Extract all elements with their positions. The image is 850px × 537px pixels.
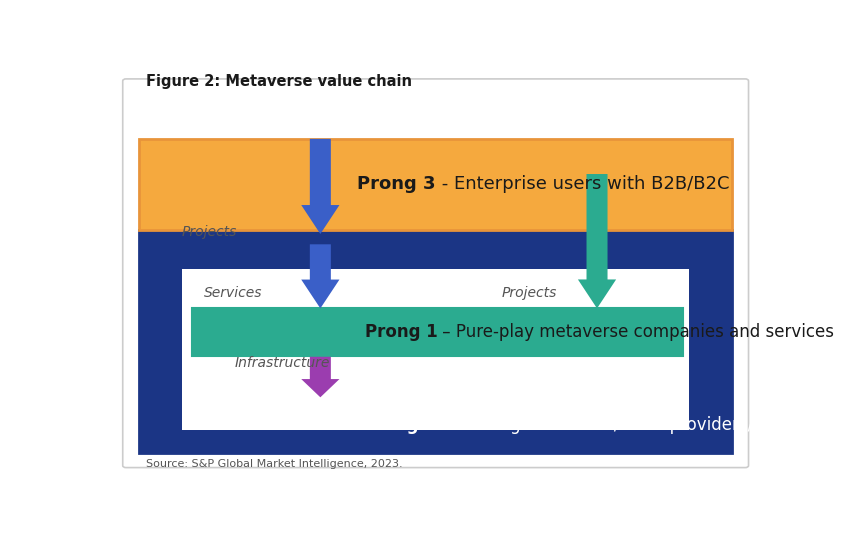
Text: – Existing IT network/cloud providers/edge/IoT/media/financial: – Existing IT network/cloud providers/ed… xyxy=(435,416,850,434)
Text: Prong 2: Prong 2 xyxy=(363,416,435,434)
Polygon shape xyxy=(301,357,339,397)
Polygon shape xyxy=(301,244,339,308)
Text: Infrastructure: Infrastructure xyxy=(235,356,330,370)
Text: Prong 1: Prong 1 xyxy=(365,323,437,341)
Bar xyxy=(139,230,732,453)
FancyBboxPatch shape xyxy=(122,79,749,468)
Bar xyxy=(182,269,689,430)
Text: - Enterprise users with B2B/B2C: - Enterprise users with B2B/B2C xyxy=(435,176,729,193)
Text: – Pure-play metaverse companies and services: – Pure-play metaverse companies and serv… xyxy=(437,323,834,341)
Polygon shape xyxy=(301,139,339,234)
Text: Projects: Projects xyxy=(502,286,557,300)
Text: Source: S&P Global Market Intelligence, 2023.: Source: S&P Global Market Intelligence, … xyxy=(146,459,402,469)
Polygon shape xyxy=(578,174,616,308)
Bar xyxy=(139,139,732,230)
Text: Projects: Projects xyxy=(182,225,237,239)
Bar xyxy=(192,308,683,356)
Text: Services: Services xyxy=(204,286,263,300)
Text: Prong 3: Prong 3 xyxy=(357,176,435,193)
Text: Figure 2: Metaverse value chain: Figure 2: Metaverse value chain xyxy=(146,74,411,89)
